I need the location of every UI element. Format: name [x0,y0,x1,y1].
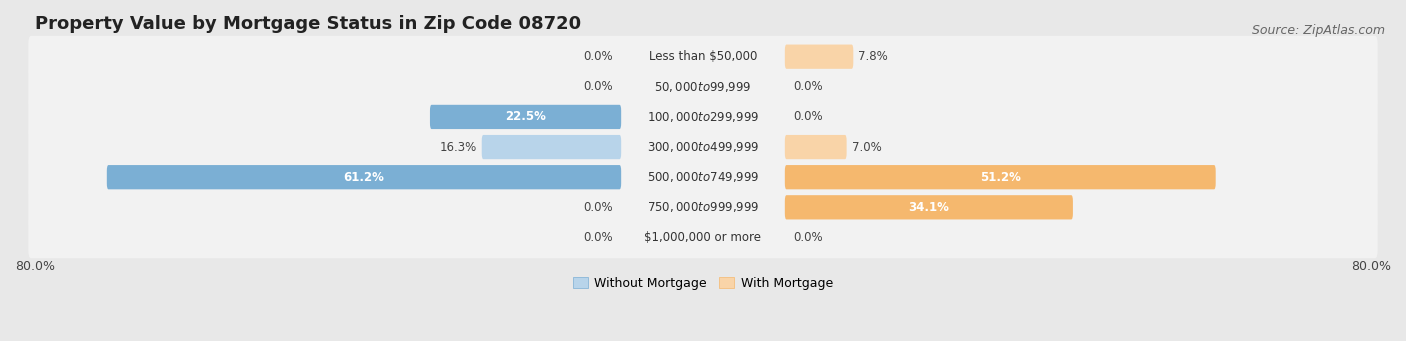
Text: 51.2%: 51.2% [980,171,1021,184]
Text: 34.1%: 34.1% [908,201,949,214]
FancyBboxPatch shape [430,105,621,129]
Text: 7.8%: 7.8% [858,50,889,63]
Text: 7.0%: 7.0% [852,140,882,153]
FancyBboxPatch shape [28,96,1378,138]
FancyBboxPatch shape [28,187,1378,228]
Text: 0.0%: 0.0% [583,50,613,63]
Text: Less than $50,000: Less than $50,000 [648,50,758,63]
Text: $500,000 to $749,999: $500,000 to $749,999 [647,170,759,184]
Text: 16.3%: 16.3% [440,140,477,153]
FancyBboxPatch shape [785,195,1073,220]
FancyBboxPatch shape [785,45,853,69]
Text: Source: ZipAtlas.com: Source: ZipAtlas.com [1251,24,1385,37]
Text: $50,000 to $99,999: $50,000 to $99,999 [654,80,752,94]
Text: 0.0%: 0.0% [793,110,823,123]
Text: 0.0%: 0.0% [793,231,823,244]
FancyBboxPatch shape [28,157,1378,198]
Text: $300,000 to $499,999: $300,000 to $499,999 [647,140,759,154]
Text: Property Value by Mortgage Status in Zip Code 08720: Property Value by Mortgage Status in Zip… [35,15,581,33]
FancyBboxPatch shape [785,165,1216,189]
Text: $750,000 to $999,999: $750,000 to $999,999 [647,200,759,214]
FancyBboxPatch shape [482,135,621,159]
FancyBboxPatch shape [28,66,1378,108]
FancyBboxPatch shape [107,165,621,189]
Text: $100,000 to $299,999: $100,000 to $299,999 [647,110,759,124]
Text: 61.2%: 61.2% [343,171,384,184]
Text: 0.0%: 0.0% [583,201,613,214]
FancyBboxPatch shape [28,36,1378,77]
Text: 0.0%: 0.0% [583,231,613,244]
Text: 0.0%: 0.0% [583,80,613,93]
FancyBboxPatch shape [28,217,1378,258]
Legend: Without Mortgage, With Mortgage: Without Mortgage, With Mortgage [568,272,838,295]
Text: $1,000,000 or more: $1,000,000 or more [644,231,762,244]
FancyBboxPatch shape [785,135,846,159]
FancyBboxPatch shape [28,126,1378,168]
Text: 22.5%: 22.5% [505,110,546,123]
Text: 0.0%: 0.0% [793,80,823,93]
